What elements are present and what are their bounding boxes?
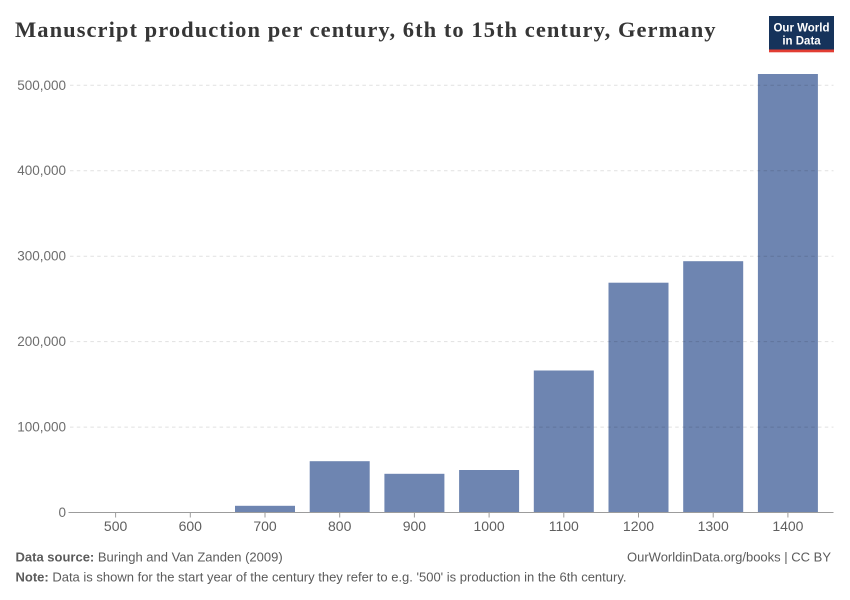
svg-text:1200: 1200 <box>623 518 654 534</box>
svg-text:300,000: 300,000 <box>17 249 66 264</box>
svg-text:700: 700 <box>253 518 277 534</box>
svg-text:1400: 1400 <box>772 518 803 534</box>
svg-text:Our World: Our World <box>773 23 829 35</box>
svg-text:400,000: 400,000 <box>17 163 66 178</box>
svg-text:OurWorldinData.org/books | CC: OurWorldinData.org/books | CC BY <box>627 550 831 565</box>
svg-text:600: 600 <box>179 518 203 534</box>
svg-text:Note: Data is shown for the st: Note: Data is shown for the start year o… <box>16 570 627 585</box>
svg-text:1300: 1300 <box>698 518 729 534</box>
svg-text:800: 800 <box>328 518 352 534</box>
svg-text:1000: 1000 <box>474 518 505 534</box>
svg-text:0: 0 <box>58 505 66 520</box>
svg-text:1100: 1100 <box>549 518 579 534</box>
svg-text:Data source: Buringh and Van Z: Data source: Buringh and Van Zanden (200… <box>16 550 283 565</box>
svg-text:100,000: 100,000 <box>17 420 66 435</box>
svg-text:500: 500 <box>104 518 128 534</box>
svg-text:500,000: 500,000 <box>17 78 66 93</box>
svg-text:Manuscript production per cent: Manuscript production per century, 6th t… <box>15 17 717 42</box>
svg-text:900: 900 <box>403 518 427 534</box>
svg-text:in Data: in Data <box>782 36 821 48</box>
svg-text:200,000: 200,000 <box>17 334 66 349</box>
